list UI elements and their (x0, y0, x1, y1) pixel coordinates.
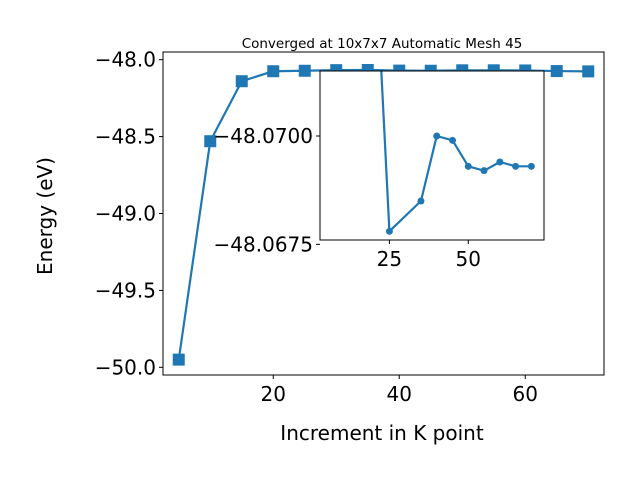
x-axis-label: Increment in K point (280, 421, 484, 445)
inset-y-tick-label: −48.0700 (214, 124, 313, 148)
inset-x-tick-label: 50 (456, 247, 481, 271)
main-data-point (298, 64, 311, 77)
inset-data-point (527, 162, 535, 170)
main-x-tick-label: 20 (261, 382, 286, 406)
main-y-tick-label: −48.0 (95, 48, 156, 72)
main-data-point (204, 135, 217, 148)
main-data-point (235, 75, 248, 88)
inset-frame (319, 70, 545, 241)
chart-title: Converged at 10x7x7 Automatic Mesh 45 (242, 36, 523, 52)
inset-series-line (380, 71, 532, 233)
main-data-point (267, 65, 280, 78)
main-y-tick-label: −49.5 (95, 278, 156, 302)
main-x-tick-label: 40 (387, 382, 412, 406)
main-y-tick-label: −50.0 (95, 355, 156, 379)
inset-y-tick-label: −48.0675 (214, 232, 313, 256)
inset-data-point (417, 197, 425, 205)
main-data-point (550, 65, 563, 78)
inset-data-point (449, 136, 457, 144)
inset-data-point (464, 162, 472, 170)
y-axis-label: Energy (eV) (33, 157, 57, 275)
main-y-tick-label: −48.5 (95, 125, 156, 149)
inset-data-point (480, 167, 488, 175)
main-y-tick-label: −49.0 (95, 202, 156, 226)
main-data-point (582, 65, 595, 78)
main-data-point (172, 353, 185, 366)
main-x-tick-label: 60 (513, 382, 538, 406)
inset-data-point (433, 132, 441, 140)
inset-plot-area: 25 50 −48.0700 −48.0675 (214, 70, 545, 271)
inset-x-tick-label: 25 (377, 247, 402, 271)
inset-data-point (496, 158, 504, 166)
inset-data-point (385, 227, 393, 235)
inset-data-point (512, 162, 520, 170)
